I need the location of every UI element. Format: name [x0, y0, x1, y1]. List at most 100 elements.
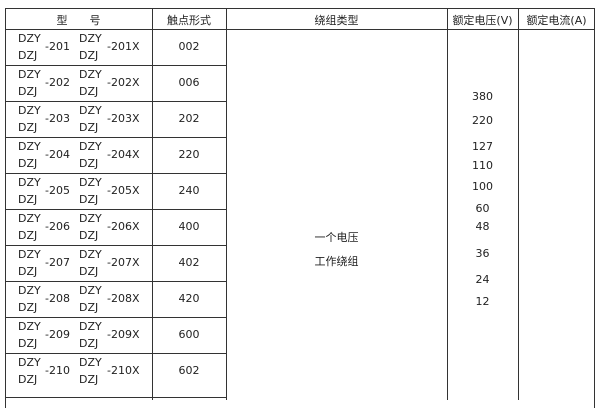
- model-prefix-y-x: DZY: [79, 248, 102, 261]
- contact-form: 402: [178, 256, 200, 269]
- rated-voltage: 24: [475, 273, 490, 286]
- contact-form: 202: [178, 112, 200, 125]
- model-prefix-y-x: DZY: [79, 32, 102, 45]
- rated-voltage: 110: [472, 159, 493, 172]
- rated-voltage: 48: [475, 220, 490, 233]
- model-prefix-j-x: DZJ: [79, 49, 99, 62]
- model-prefix-j: DZJ: [18, 121, 38, 134]
- model-number-x: -210X: [107, 364, 140, 377]
- row-divider: [5, 173, 226, 174]
- model-number: -208: [45, 292, 70, 305]
- model-prefix-y-x: DZY: [79, 212, 102, 225]
- model-prefix-y-x: DZY: [79, 320, 102, 333]
- rated-voltage: 12: [475, 295, 490, 308]
- winding-line2: 工作绕组: [314, 255, 359, 268]
- col-divider: [226, 8, 227, 400]
- model-prefix-y-x: DZY: [79, 176, 102, 189]
- model-number: -210: [45, 364, 70, 377]
- model-prefix-y-x: DZY: [79, 68, 102, 81]
- model-prefix-y: DZY: [18, 356, 41, 369]
- header-model: 型 号: [56, 14, 101, 27]
- model-prefix-y: DZY: [18, 176, 41, 189]
- col-divider: [518, 8, 519, 400]
- model-number: -209: [45, 328, 70, 341]
- model-prefix-y: DZY: [18, 104, 41, 117]
- model-number: -207: [45, 256, 70, 269]
- row-divider: [5, 281, 226, 282]
- rated-voltage: 100: [472, 180, 493, 193]
- contact-form: 240: [178, 184, 200, 197]
- contact-form: 002: [178, 40, 200, 53]
- model-number-x: -202X: [107, 76, 140, 89]
- header-current: 额定电流(A): [526, 14, 587, 27]
- row-divider: [5, 137, 226, 138]
- model-prefix-y-x: DZY: [79, 356, 102, 369]
- model-number-x: -208X: [107, 292, 140, 305]
- model-prefix-j-x: DZJ: [79, 301, 99, 314]
- rated-voltage: 36: [475, 247, 490, 260]
- rated-voltage: 60: [475, 202, 490, 215]
- model-prefix-j-x: DZJ: [79, 157, 99, 170]
- model-prefix-y-x: DZY: [79, 104, 102, 117]
- model-prefix-j-x: DZJ: [79, 85, 99, 98]
- model-number-x: -207X: [107, 256, 140, 269]
- header-divider: [5, 29, 595, 30]
- model-prefix-y: DZY: [18, 248, 41, 261]
- model-prefix-j: DZJ: [18, 265, 38, 278]
- contact-form: 600: [178, 328, 200, 341]
- model-prefix-j-x: DZJ: [79, 121, 99, 134]
- winding-line1: 一个电压: [314, 231, 359, 244]
- model-prefix-y-x: DZY: [79, 140, 102, 153]
- model-number-x: -206X: [107, 220, 140, 233]
- header-winding: 绕组类型: [314, 14, 359, 27]
- header-voltage: 额定电压(V): [452, 14, 513, 27]
- model-prefix-j: DZJ: [18, 157, 38, 170]
- model-prefix-j: DZJ: [18, 301, 38, 314]
- model-prefix-j-x: DZJ: [79, 229, 99, 242]
- row-divider: [5, 209, 226, 210]
- model-number-x: -203X: [107, 112, 140, 125]
- model-prefix-j: DZJ: [18, 229, 38, 242]
- contact-form: 420: [178, 292, 200, 305]
- contact-form: 602: [178, 364, 200, 377]
- header-contact: 触点形式: [167, 14, 211, 27]
- col-divider: [152, 8, 153, 400]
- model-prefix-j: DZJ: [18, 49, 38, 62]
- model-prefix-y: DZY: [18, 284, 41, 297]
- row-divider: [5, 101, 226, 102]
- rated-voltage: 380: [472, 90, 493, 103]
- row-divider: [5, 65, 226, 66]
- model-number: -201: [45, 40, 70, 53]
- model-number: -205: [45, 184, 70, 197]
- model-number: -202: [45, 76, 70, 89]
- model-prefix-j-x: DZJ: [79, 193, 99, 206]
- model-number-x: -209X: [107, 328, 140, 341]
- contact-form: 400: [178, 220, 200, 233]
- model-prefix-y: DZY: [18, 68, 41, 81]
- rated-voltage: 220: [472, 114, 493, 127]
- row-divider: [5, 317, 226, 318]
- model-prefix-y: DZY: [18, 320, 41, 333]
- model-number: -206: [45, 220, 70, 233]
- contact-form: 220: [178, 148, 200, 161]
- model-prefix-y: DZY: [18, 212, 41, 225]
- model-prefix-y-x: DZY: [79, 284, 102, 297]
- model-prefix-j-x: DZJ: [79, 265, 99, 278]
- model-number-x: -201X: [107, 40, 140, 53]
- model-prefix-j: DZJ: [18, 85, 38, 98]
- model-number-x: -205X: [107, 184, 140, 197]
- model-prefix-j: DZJ: [18, 193, 38, 206]
- model-prefix-y: DZY: [18, 140, 41, 153]
- row-divider: [5, 353, 226, 354]
- rated-voltage: 127: [472, 140, 493, 153]
- contact-form: 006: [178, 76, 200, 89]
- model-prefix-j: DZJ: [18, 337, 38, 350]
- model-number: -204: [45, 148, 70, 161]
- model-prefix-j: DZJ: [18, 373, 38, 386]
- model-prefix-j-x: DZJ: [79, 337, 99, 350]
- spec-table: [5, 8, 595, 408]
- model-number: -203: [45, 112, 70, 125]
- model-number-x: -204X: [107, 148, 140, 161]
- row-divider: [5, 245, 226, 246]
- model-prefix-j-x: DZJ: [79, 373, 99, 386]
